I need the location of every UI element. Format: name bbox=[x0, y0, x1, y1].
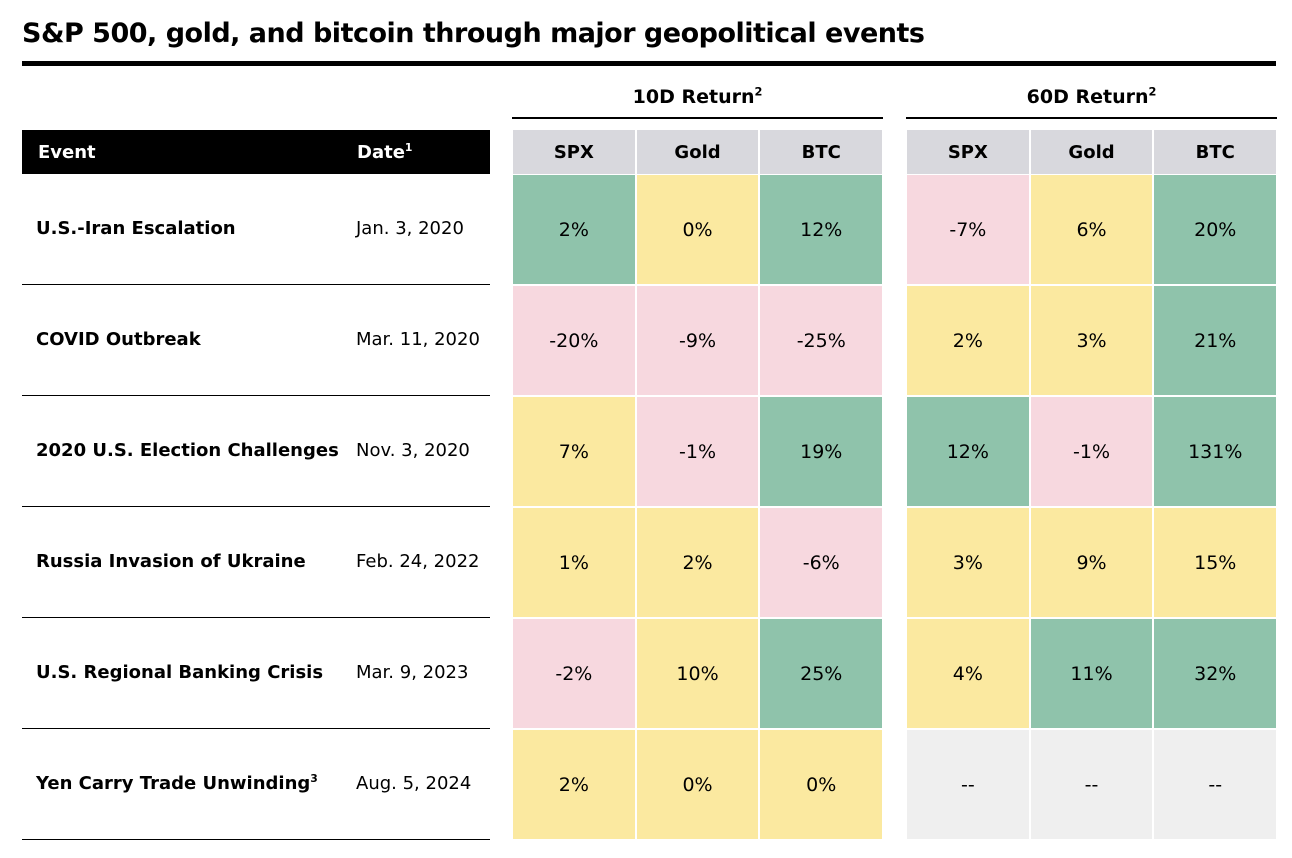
return-cell: -1% bbox=[1029, 396, 1154, 507]
return-cell: 0% bbox=[635, 174, 760, 285]
header-event: Event bbox=[38, 142, 96, 163]
return-cell: -25% bbox=[759, 285, 884, 396]
event-date: Aug. 5, 2024 bbox=[356, 773, 472, 794]
column-header: SPX bbox=[512, 130, 636, 174]
footnote-mark: 2 bbox=[754, 84, 763, 99]
group-header: 10D Return2 bbox=[512, 86, 883, 112]
header-date-label: Date bbox=[357, 142, 405, 163]
group-rule bbox=[512, 117, 884, 119]
footnote-mark: 2 bbox=[1148, 84, 1157, 99]
row-rule bbox=[22, 839, 490, 840]
row-rule bbox=[22, 395, 490, 396]
row-rule bbox=[22, 506, 490, 507]
header-bar bbox=[22, 130, 490, 174]
return-cell: 12% bbox=[759, 174, 884, 285]
return-cell: -- bbox=[906, 729, 1030, 840]
event-name: 2020 U.S. Election Challenges bbox=[36, 440, 339, 461]
footnote-mark: 1 bbox=[404, 141, 413, 154]
return-cell: 2% bbox=[512, 729, 636, 840]
column-header: BTC bbox=[1153, 130, 1278, 174]
return-cell: -9% bbox=[635, 285, 760, 396]
event-name: Russia Invasion of Ukraine bbox=[36, 551, 306, 572]
return-cell: -- bbox=[1153, 729, 1278, 840]
footnote-mark: 3 bbox=[310, 772, 318, 785]
return-cell: -1% bbox=[635, 396, 760, 507]
column-header: Gold bbox=[1029, 130, 1154, 174]
return-cell: 131% bbox=[1153, 396, 1278, 507]
return-cell: 25% bbox=[759, 618, 884, 729]
column-header: BTC bbox=[759, 130, 884, 174]
return-cell: -- bbox=[1029, 729, 1154, 840]
return-cell: -20% bbox=[512, 285, 636, 396]
column-header: SPX bbox=[906, 130, 1030, 174]
return-cell: 19% bbox=[759, 396, 884, 507]
return-cell: 3% bbox=[906, 507, 1030, 618]
return-cell: 32% bbox=[1153, 618, 1278, 729]
event-name: U.S. Regional Banking Crisis bbox=[36, 662, 323, 683]
group-label: 10D Return bbox=[632, 86, 755, 108]
return-cell: 7% bbox=[512, 396, 636, 507]
return-cell: 11% bbox=[1029, 618, 1154, 729]
return-cell: 15% bbox=[1153, 507, 1278, 618]
event-label: U.S.-Iran Escalation bbox=[36, 218, 236, 239]
title: S&P 500, gold, and bitcoin through major… bbox=[22, 18, 925, 49]
row-rule bbox=[22, 284, 490, 285]
return-cell: 6% bbox=[1029, 174, 1154, 285]
event-date: Mar. 11, 2020 bbox=[356, 329, 480, 350]
row-rule bbox=[22, 728, 490, 729]
column-header: Gold bbox=[635, 130, 760, 174]
event-name: COVID Outbreak bbox=[36, 329, 201, 350]
event-label: Russia Invasion of Ukraine bbox=[36, 551, 306, 572]
return-cell: 0% bbox=[759, 729, 884, 840]
return-cell: 9% bbox=[1029, 507, 1154, 618]
return-cell: -7% bbox=[906, 174, 1030, 285]
return-cell: 1% bbox=[512, 507, 636, 618]
group-rule bbox=[906, 117, 1278, 119]
group-label: 60D Return bbox=[1026, 86, 1149, 108]
group-header: 60D Return2 bbox=[906, 86, 1277, 112]
return-cell: 2% bbox=[635, 507, 760, 618]
event-date: Jan. 3, 2020 bbox=[356, 218, 464, 239]
event-date: Nov. 3, 2020 bbox=[356, 440, 470, 461]
return-cell: -6% bbox=[759, 507, 884, 618]
row-rule bbox=[22, 617, 490, 618]
event-label: COVID Outbreak bbox=[36, 329, 201, 350]
return-cell: 4% bbox=[906, 618, 1030, 729]
event-label: 2020 U.S. Election Challenges bbox=[36, 440, 339, 461]
header-date: Date1 bbox=[357, 142, 412, 163]
event-name: U.S.-Iran Escalation bbox=[36, 218, 236, 239]
return-cell: -2% bbox=[512, 618, 636, 729]
return-cell: 12% bbox=[906, 396, 1030, 507]
title-rule bbox=[22, 61, 1276, 66]
event-date: Mar. 9, 2023 bbox=[356, 662, 469, 683]
return-cell: 3% bbox=[1029, 285, 1154, 396]
return-cell: 21% bbox=[1153, 285, 1278, 396]
return-cell: 10% bbox=[635, 618, 760, 729]
return-cell: 2% bbox=[512, 174, 636, 285]
event-label: U.S. Regional Banking Crisis bbox=[36, 662, 324, 683]
return-cell: 2% bbox=[906, 285, 1030, 396]
return-cell: 0% bbox=[635, 729, 760, 840]
event-name: Yen Carry Trade Unwinding3 bbox=[36, 773, 318, 794]
return-cell: 20% bbox=[1153, 174, 1278, 285]
event-date: Feb. 24, 2022 bbox=[356, 551, 480, 572]
event-label: Yen Carry Trade Unwinding bbox=[36, 773, 311, 794]
